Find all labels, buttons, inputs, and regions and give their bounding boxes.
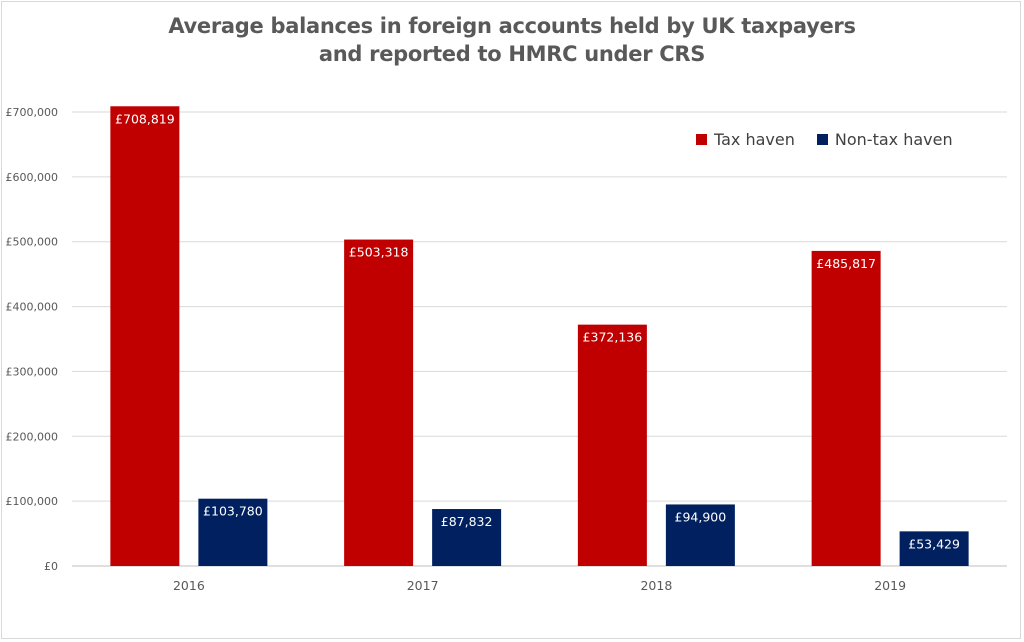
x-tick-label: 2019 xyxy=(874,578,906,593)
bar xyxy=(198,498,268,566)
y-tick-label: £0 xyxy=(44,560,58,573)
bar xyxy=(110,106,180,567)
data-label: £485,817 xyxy=(816,256,876,271)
y-tick-label: £700,000 xyxy=(6,106,59,119)
bar xyxy=(811,250,881,567)
data-label: £103,780 xyxy=(203,504,263,519)
y-tick-label: £100,000 xyxy=(6,495,59,508)
bar xyxy=(344,239,414,567)
bar xyxy=(577,324,647,566)
data-label: £372,136 xyxy=(583,330,643,345)
chart-title: Average balances in foreign accounts hel… xyxy=(168,14,856,38)
x-tick-label: 2017 xyxy=(407,578,439,593)
y-tick-label: £500,000 xyxy=(6,236,59,249)
bar xyxy=(432,509,502,566)
chart-legend: Tax haven Non-tax haven xyxy=(696,130,975,149)
y-tick-label: £300,000 xyxy=(6,365,59,378)
bar xyxy=(899,531,969,566)
bar xyxy=(665,504,735,566)
x-tick-label: 2018 xyxy=(640,578,672,593)
data-label: £503,318 xyxy=(349,245,409,260)
data-label: £87,832 xyxy=(441,514,493,529)
legend-item-tax-haven: Tax haven xyxy=(696,130,795,149)
legend-label-tax-haven: Tax haven xyxy=(714,130,795,149)
data-label: £94,900 xyxy=(675,509,727,524)
chart-subtitle: and reported to HMRC under CRS xyxy=(318,42,706,66)
data-label: £53,429 xyxy=(908,536,960,551)
legend-swatch-non-tax-haven xyxy=(816,134,828,145)
data-label: £708,819 xyxy=(115,111,175,126)
x-tick-label: 2016 xyxy=(173,578,205,593)
y-tick-label: £400,000 xyxy=(6,301,59,314)
legend-item-non-tax-haven: Non-tax haven xyxy=(816,130,953,149)
y-tick-label: £200,000 xyxy=(6,430,59,443)
legend-swatch-tax-haven xyxy=(696,134,707,145)
legend-label-non-tax-haven: Non-tax haven xyxy=(834,130,953,149)
y-tick-label: £600,000 xyxy=(6,171,59,184)
